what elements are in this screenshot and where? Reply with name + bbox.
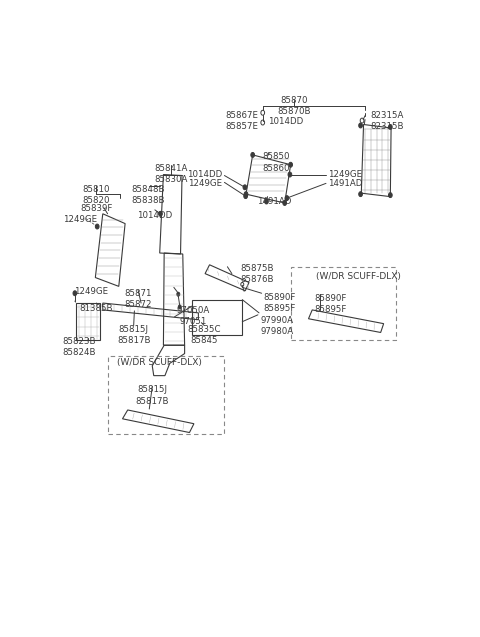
Text: 85867E
85857E: 85867E 85857E [226, 111, 259, 131]
Text: 85875B
85876B: 85875B 85876B [240, 264, 274, 284]
Circle shape [283, 201, 287, 206]
Circle shape [73, 290, 77, 296]
Circle shape [96, 224, 99, 229]
Text: 85835C
85845: 85835C 85845 [188, 325, 221, 345]
Text: (W/DR SCUFF-DLX): (W/DR SCUFF-DLX) [316, 271, 401, 281]
Text: 1249GE: 1249GE [328, 170, 362, 179]
Circle shape [388, 192, 392, 197]
Text: 1491AD: 1491AD [257, 197, 291, 206]
Text: 97050A
97051: 97050A 97051 [177, 306, 210, 326]
Text: 82315A
82315B: 82315A 82315B [371, 111, 404, 131]
Text: (W/DR SCUFF-DLX): (W/DR SCUFF-DLX) [117, 359, 202, 368]
Text: 85890F
85895F: 85890F 85895F [264, 293, 296, 313]
Text: 1014DD: 1014DD [268, 117, 303, 126]
Text: 97990A
97980A: 97990A 97980A [260, 316, 293, 336]
Circle shape [359, 192, 362, 197]
Text: 1491AD: 1491AD [328, 179, 362, 188]
Circle shape [178, 305, 181, 309]
Circle shape [244, 194, 248, 199]
Text: 85871
85872: 85871 85872 [124, 289, 152, 310]
Bar [192, 300, 242, 336]
Text: 81385B: 81385B [80, 304, 113, 313]
Circle shape [244, 192, 248, 197]
Text: 1249GE: 1249GE [74, 287, 108, 296]
Text: 85850
85860: 85850 85860 [262, 152, 289, 173]
Text: 1014DD: 1014DD [137, 211, 172, 220]
Text: 85848B
85838B: 85848B 85838B [132, 185, 165, 205]
Circle shape [359, 123, 362, 128]
Circle shape [264, 199, 268, 204]
Text: 85870
85870B: 85870 85870B [277, 96, 311, 116]
Circle shape [158, 211, 162, 216]
Text: 85839F: 85839F [80, 204, 113, 213]
Circle shape [388, 124, 392, 129]
Text: 1014DD: 1014DD [187, 170, 222, 179]
Circle shape [251, 152, 254, 157]
Text: 85815J
85817B: 85815J 85817B [135, 385, 169, 406]
Text: 85841A
85830A: 85841A 85830A [154, 164, 188, 184]
Circle shape [288, 172, 292, 177]
Text: 85890F
85895F: 85890F 85895F [314, 294, 347, 314]
Text: 85810
85820: 85810 85820 [83, 185, 110, 205]
Text: 85823B
85824B: 85823B 85824B [62, 338, 96, 357]
Circle shape [289, 162, 292, 167]
Circle shape [243, 185, 247, 190]
Text: 85815J
85817B: 85815J 85817B [117, 325, 150, 345]
Text: 1249GE: 1249GE [188, 179, 222, 188]
Circle shape [285, 196, 289, 201]
Circle shape [177, 292, 180, 296]
Text: 1249GE: 1249GE [63, 215, 97, 224]
